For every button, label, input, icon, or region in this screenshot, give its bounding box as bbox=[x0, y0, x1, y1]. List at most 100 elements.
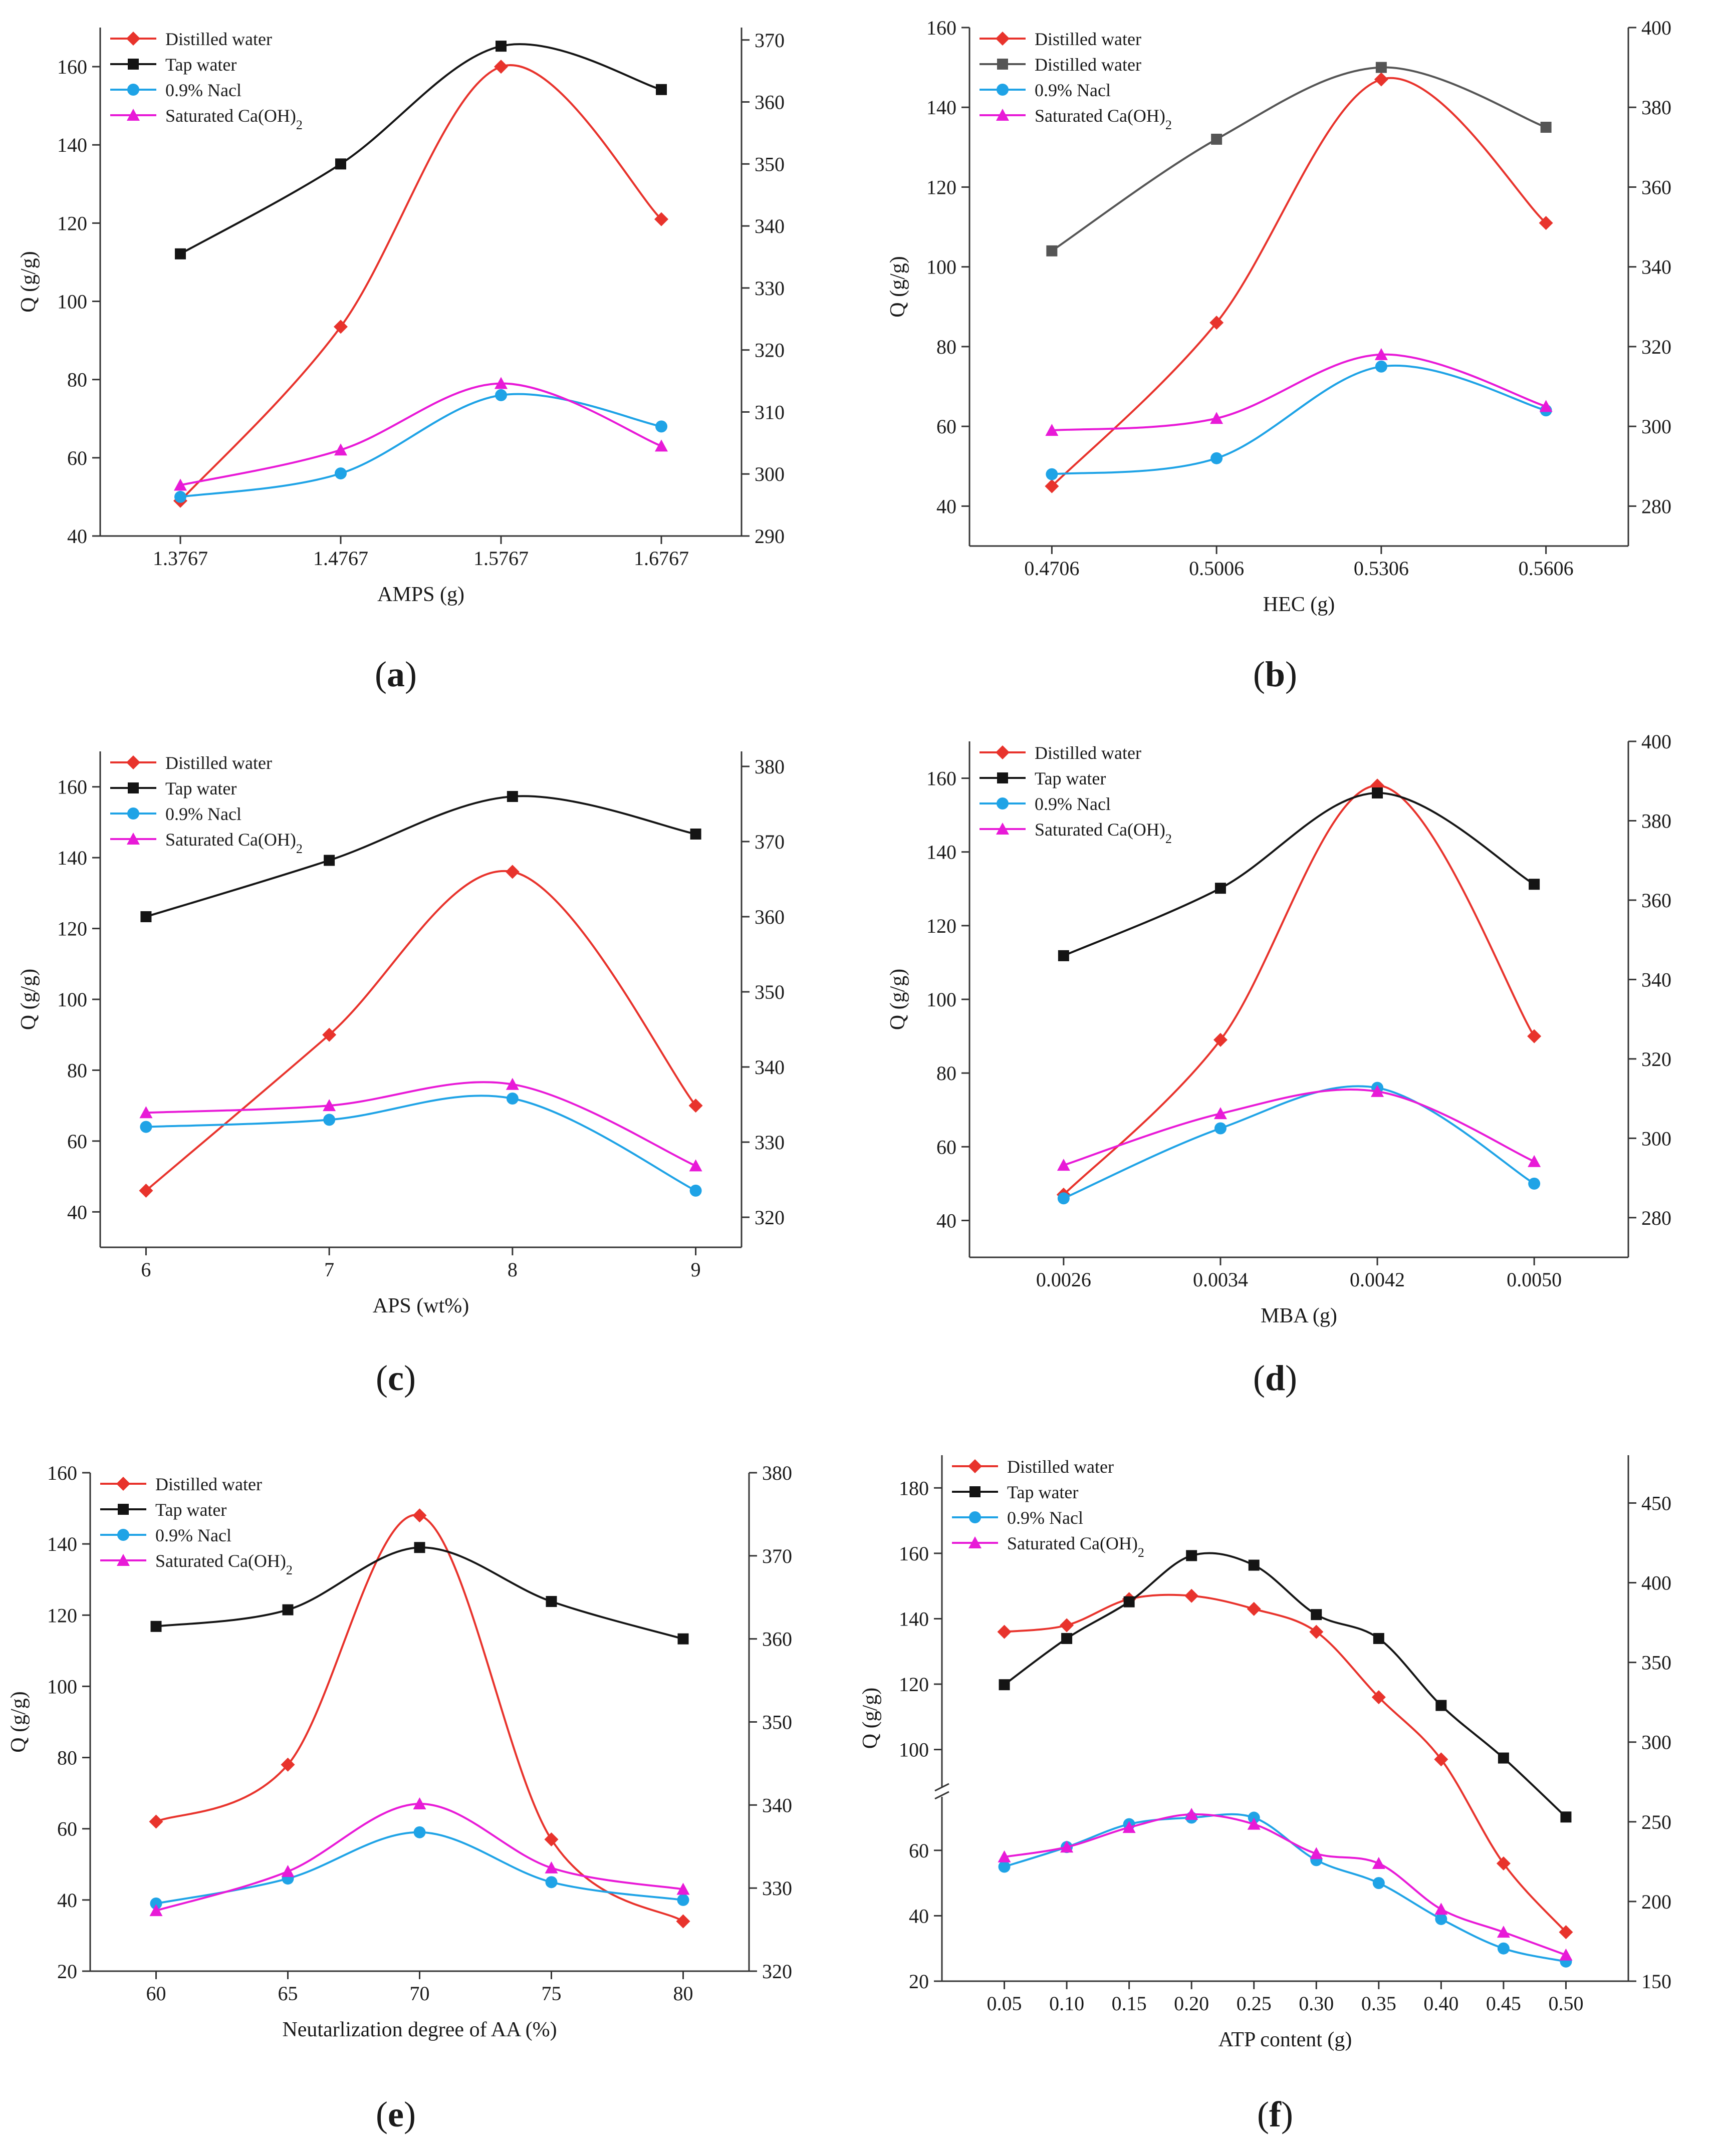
y-tick-label: 120 bbox=[57, 212, 87, 234]
legend-marker bbox=[117, 1529, 129, 1541]
series-line bbox=[1051, 77, 1547, 487]
data-point bbox=[335, 158, 346, 170]
series-saturated-ca-oh-2 bbox=[998, 1808, 1573, 1961]
series-distilled-water bbox=[173, 60, 668, 508]
y2-tick-label: 340 bbox=[1641, 968, 1671, 991]
legend-label: 0.9% Nacl bbox=[165, 804, 241, 824]
y-tick-label: 40 bbox=[909, 1905, 929, 1927]
data-point bbox=[689, 1159, 702, 1172]
legend-label: Saturated Ca(OH)2 bbox=[165, 106, 303, 132]
y2-tick-label: 340 bbox=[1641, 256, 1671, 279]
series-line bbox=[1052, 364, 1547, 475]
y2-tick-label: 360 bbox=[1641, 176, 1671, 198]
data-point bbox=[1498, 1752, 1509, 1764]
legend-marker bbox=[118, 1504, 129, 1515]
data-point bbox=[1058, 950, 1069, 961]
legend-label: Distilled water bbox=[1007, 1457, 1114, 1477]
y2-tick-label: 350 bbox=[1641, 1652, 1671, 1674]
legend-marker bbox=[996, 823, 1009, 835]
y-tick-label: 120 bbox=[47, 1604, 77, 1627]
x-axis-label: ATP content (g) bbox=[1218, 2028, 1352, 2051]
data-point bbox=[1559, 1948, 1573, 1961]
y-tick-label: 160 bbox=[899, 1542, 929, 1565]
legend-marker bbox=[968, 1536, 982, 1548]
y2-tick-label: 330 bbox=[755, 1131, 785, 1154]
y-tick-label: 100 bbox=[57, 988, 87, 1011]
series-saturated-ca-oh-2 bbox=[174, 377, 668, 491]
y2-tick-label: 370 bbox=[755, 831, 785, 853]
y2-tick-label: 400 bbox=[1641, 17, 1671, 39]
x-tick-label: 1.6767 bbox=[634, 547, 689, 570]
y-tick-label: 100 bbox=[57, 291, 87, 313]
y2-tick-label: 320 bbox=[1641, 336, 1671, 358]
panel-label-e: (e) bbox=[376, 2094, 416, 2134]
y-tick-label: 140 bbox=[926, 841, 956, 864]
series-distilled-water bbox=[1056, 778, 1542, 1202]
data-point bbox=[1122, 1821, 1136, 1833]
legend-label: Distilled water bbox=[155, 1474, 262, 1494]
data-point bbox=[1560, 1811, 1572, 1823]
x-tick-label: 0.05 bbox=[987, 1992, 1022, 2015]
legend-marker bbox=[968, 1459, 982, 1473]
data-point bbox=[1539, 216, 1553, 230]
y-tick-label: 100 bbox=[926, 256, 956, 279]
y-tick-label: 100 bbox=[47, 1675, 77, 1698]
data-point bbox=[413, 1826, 426, 1838]
data-point bbox=[282, 1604, 294, 1615]
data-point bbox=[1497, 1926, 1510, 1938]
data-point bbox=[1375, 360, 1387, 373]
data-point bbox=[1539, 400, 1553, 412]
y-axis-label: Q (g/g) bbox=[7, 1691, 30, 1752]
panel-label-d: (d) bbox=[1253, 1358, 1297, 1398]
y2-tick-label: 280 bbox=[1641, 495, 1671, 517]
data-point bbox=[545, 1861, 558, 1873]
data-point bbox=[1210, 412, 1224, 424]
x-axis-label: Neutarlization degree of AA (%) bbox=[282, 2018, 557, 2041]
legend-label: 0.9% Nacl bbox=[155, 1525, 231, 1545]
panel-d: 0.0026 0.0034 0.0042 0.0050 40 60 80 100 120 140 1… bbox=[886, 730, 1671, 1327]
y-tick-label: 80 bbox=[936, 1062, 956, 1085]
data-point bbox=[677, 1894, 689, 1906]
y2-tick-label: 300 bbox=[1641, 1127, 1671, 1150]
x-tick-label: 0.45 bbox=[1486, 1992, 1521, 2015]
data-point bbox=[1435, 1700, 1447, 1711]
series-line bbox=[1004, 1593, 1567, 1933]
data-point bbox=[1372, 1856, 1385, 1869]
series-line bbox=[1063, 791, 1535, 957]
data-point bbox=[1372, 787, 1383, 798]
data-point bbox=[676, 1882, 690, 1895]
series-tap-water bbox=[175, 41, 667, 259]
series-line bbox=[179, 64, 662, 502]
data-point bbox=[1311, 1609, 1322, 1621]
panel-f: 0.05 0.10 0.15 0.20 0.25 0.30 0.35 0.40 0.45 0.50… bbox=[859, 1455, 1671, 2051]
y2-tick-label: 400 bbox=[1641, 730, 1671, 753]
y2-tick-label: 250 bbox=[1641, 1811, 1671, 1833]
legend-marker bbox=[969, 1486, 981, 1497]
x-tick-label: 1.3767 bbox=[153, 547, 208, 570]
data-point bbox=[545, 1876, 558, 1889]
data-point bbox=[998, 1860, 1011, 1873]
series-0-9-nacl bbox=[140, 1093, 702, 1197]
data-point bbox=[174, 478, 187, 491]
x-tick-label: 60 bbox=[146, 1982, 166, 2005]
y-tick-label: 40 bbox=[67, 1201, 87, 1223]
legend-label: Saturated Ca(OH)2 bbox=[1035, 820, 1172, 846]
legend-marker bbox=[969, 1511, 981, 1523]
panel-c: 6 7 8 9 40 60 80 100 120 140 160 320 330 340 350 360 370… bbox=[17, 751, 785, 1317]
series-line bbox=[1063, 1085, 1535, 1200]
y2-tick-label: 320 bbox=[762, 1960, 792, 1983]
y2-tick-label: 290 bbox=[755, 525, 785, 548]
y-tick-label: 120 bbox=[926, 915, 956, 937]
y-tick-label: 60 bbox=[936, 1136, 956, 1158]
data-point bbox=[999, 1679, 1010, 1691]
legend-label: Tap water bbox=[165, 778, 236, 798]
x-tick-label: 0.0026 bbox=[1036, 1268, 1091, 1291]
data-point bbox=[174, 490, 186, 503]
series-saturated-ca-oh-2 bbox=[1057, 1085, 1541, 1171]
y-tick-label: 80 bbox=[67, 369, 87, 391]
legend-marker bbox=[997, 797, 1009, 810]
y2-tick-label: 360 bbox=[1641, 889, 1671, 912]
series-tap-water bbox=[140, 791, 701, 922]
series-tap-water bbox=[999, 1550, 1572, 1823]
y-tick-label: 160 bbox=[57, 776, 87, 798]
